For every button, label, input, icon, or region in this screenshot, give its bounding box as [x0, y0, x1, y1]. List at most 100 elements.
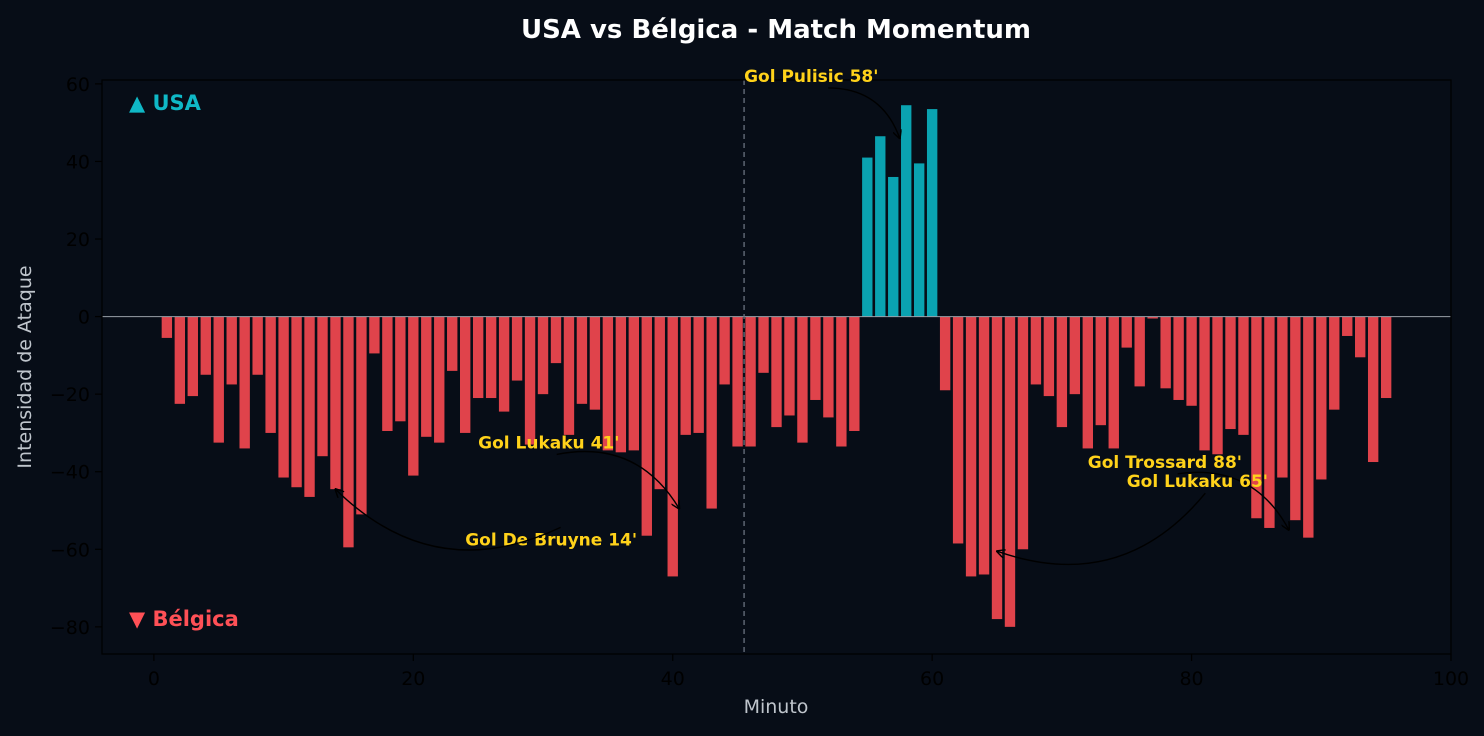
annotation-label: Gol Lukaku 41': [478, 433, 619, 453]
bar-minute-57: [888, 176, 899, 317]
bar-minute-24: [460, 316, 471, 433]
y-tick-label: −40: [50, 462, 90, 484]
y-tick-label: 20: [66, 229, 90, 251]
annotation-arrow: [556, 450, 680, 508]
bar-minute-80: [1186, 316, 1197, 406]
y-tick-label: −20: [50, 384, 90, 406]
bar-minute-38: [641, 316, 652, 536]
annotation-arrow: [997, 492, 1206, 566]
annotation-label: Gol Trossard 88': [1088, 453, 1242, 473]
bar-minute-50: [797, 316, 808, 443]
bar-minute-61: [939, 316, 951, 391]
annotation-arrow: [336, 489, 561, 551]
bar-minute-21: [421, 316, 432, 437]
bar-minute-74: [1108, 316, 1119, 449]
bar-minute-73: [1095, 316, 1106, 426]
bar-minute-44: [719, 316, 730, 385]
bar-minute-13: [317, 316, 328, 457]
bar-minute-49: [784, 316, 795, 416]
bar-minute-66: [1004, 316, 1016, 627]
bar-minute-92: [1342, 316, 1353, 336]
bar-minute-94: [1367, 316, 1379, 463]
bar-minute-1: [161, 316, 173, 338]
bar-minute-4: [200, 316, 211, 375]
axes-frame: [101, 79, 1452, 655]
bar-minute-32: [563, 316, 575, 435]
chart-title: USA vs Bélgica - Match Momentum: [521, 15, 1031, 45]
bar-minute-7: [239, 316, 250, 449]
bar-minute-81: [1199, 316, 1210, 451]
x-tick-label: 20: [401, 668, 425, 690]
x-tick-label: 100: [1433, 668, 1469, 690]
bar-minute-68: [1030, 316, 1042, 385]
bar-minute-34: [589, 316, 601, 410]
bar-minute-65: [991, 316, 1003, 620]
bar-minute-77: [1147, 316, 1158, 319]
x-tick-label: 60: [920, 668, 944, 690]
bar-minute-19: [395, 316, 406, 422]
bar-minute-48: [771, 316, 782, 428]
bar-minute-84: [1238, 316, 1249, 435]
bar-minute-75: [1121, 316, 1132, 348]
bar-minute-5: [213, 316, 224, 443]
y-tick-label: −60: [50, 539, 90, 561]
bar-minute-33: [576, 316, 588, 404]
bar-minute-95: [1380, 316, 1392, 399]
bar-minute-64: [978, 316, 990, 575]
y-tick-label: 40: [66, 151, 90, 173]
bar-minute-56: [875, 136, 886, 317]
bars-group: [161, 105, 1392, 627]
x-axis-label: Minuto: [744, 696, 809, 718]
bar-minute-20: [408, 316, 419, 476]
bar-minute-26: [485, 316, 497, 399]
bar-minute-51: [810, 316, 821, 400]
bar-minute-10: [278, 316, 289, 478]
bar-minute-60: [926, 109, 938, 317]
bar-minute-83: [1225, 316, 1236, 430]
bar-minute-45: [732, 316, 743, 447]
bar-minute-22: [434, 316, 445, 443]
bar-minute-87: [1277, 316, 1288, 478]
bar-minute-28: [511, 316, 523, 381]
bar-minute-54: [849, 316, 860, 431]
bar-minute-30: [537, 316, 549, 395]
bar-minute-27: [498, 316, 510, 412]
bar-minute-70: [1056, 316, 1068, 428]
bar-minute-88: [1290, 316, 1301, 521]
bar-minute-36: [615, 316, 627, 453]
bar-minute-52: [823, 316, 834, 418]
bar-minute-46: [745, 316, 756, 447]
annotation-label: Gol Lukaku 65': [1127, 472, 1268, 492]
bar-minute-9: [265, 316, 276, 433]
y-tick-label: 0: [78, 307, 90, 329]
bar-minute-8: [252, 316, 263, 375]
usa-team-label: ▲ USA: [129, 91, 202, 115]
bar-minute-42: [693, 316, 704, 433]
bar-minute-71: [1069, 316, 1081, 395]
bar-minute-14: [330, 316, 341, 490]
bar-minute-62: [952, 316, 964, 544]
bar-minute-47: [758, 316, 769, 373]
bar-minute-79: [1173, 316, 1184, 400]
bar-minute-31: [550, 316, 562, 364]
bar-minute-82: [1212, 316, 1223, 455]
bar-minute-17: [369, 316, 380, 354]
bar-minute-85: [1251, 316, 1262, 519]
bar-minute-29: [524, 316, 536, 445]
bar-minute-16: [356, 316, 367, 515]
y-tick-label: −80: [50, 617, 90, 639]
bar-minute-11: [291, 316, 302, 488]
bar-minute-41: [680, 316, 691, 435]
bar-minute-86: [1264, 316, 1275, 528]
bar-minute-89: [1303, 316, 1314, 538]
annotations-group: Gol Pulisic 58' Gol Lukaku 41' Gol De Bruy…: [336, 67, 1289, 566]
bar-minute-18: [382, 316, 393, 431]
bar-minute-53: [836, 316, 847, 447]
bar-minute-12: [304, 316, 315, 497]
bar-minute-72: [1082, 316, 1093, 449]
bar-minute-35: [602, 316, 614, 451]
bar-minute-76: [1134, 316, 1145, 387]
bar-minute-25: [472, 316, 484, 399]
